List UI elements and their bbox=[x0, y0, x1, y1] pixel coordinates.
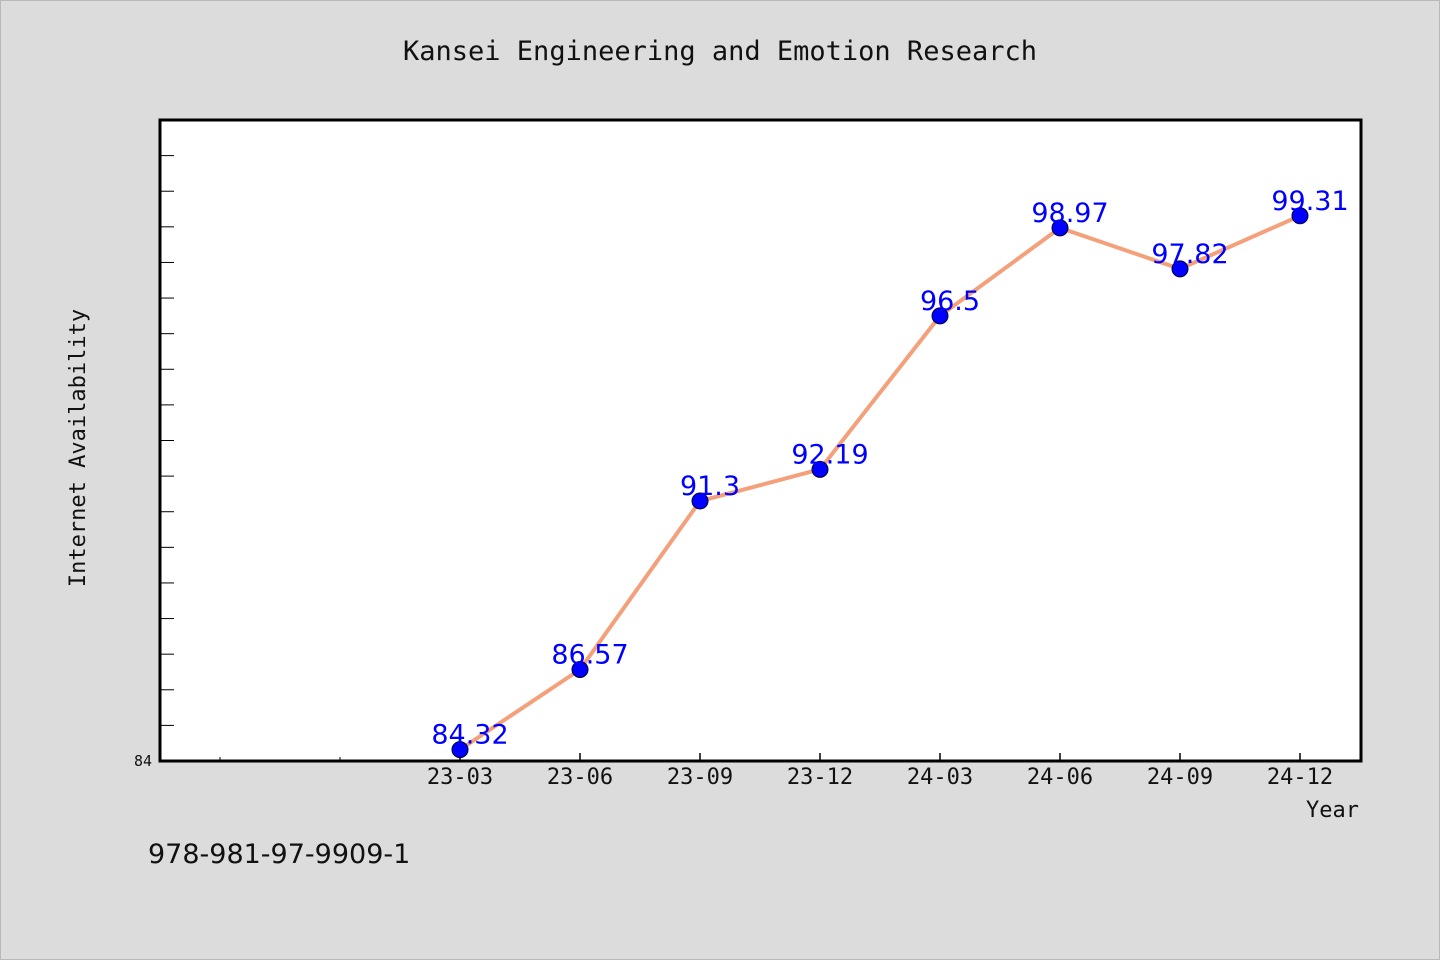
data-point bbox=[1291, 207, 1309, 225]
data-label: 84.32 bbox=[431, 720, 508, 751]
data-point bbox=[811, 460, 829, 478]
x-tick-label: 24-12 bbox=[1267, 765, 1333, 790]
series-line bbox=[458, 213, 1302, 752]
data-point bbox=[451, 741, 469, 759]
data-label: 91.3 bbox=[680, 471, 740, 502]
data-label: 92.19 bbox=[791, 439, 868, 470]
chart-title: Kansei Engineering and Emotion Research bbox=[403, 36, 1037, 67]
plot-area bbox=[158, 118, 1363, 763]
x-tick-label: 23-03 bbox=[427, 765, 493, 790]
y-tick-label: 84 bbox=[134, 752, 152, 770]
data-label: 86.57 bbox=[551, 639, 628, 670]
y-axis-label: Internet Availability bbox=[66, 309, 91, 587]
x-tick-label: 24-09 bbox=[1147, 765, 1213, 790]
data-point bbox=[1051, 219, 1069, 237]
data-point bbox=[691, 492, 709, 510]
data-label: 97.82 bbox=[1151, 239, 1228, 270]
x-axis-label: Year bbox=[1306, 798, 1359, 823]
data-point bbox=[571, 660, 589, 678]
data-label: 98.97 bbox=[1031, 198, 1108, 229]
x-tick-label: 23-06 bbox=[547, 765, 613, 790]
x-tick-label: 23-09 bbox=[667, 765, 733, 790]
x-tick-label: 24-06 bbox=[1027, 765, 1093, 790]
data-point bbox=[931, 307, 949, 325]
x-tick-label: 24-03 bbox=[907, 765, 973, 790]
data-label: 96.5 bbox=[920, 286, 980, 317]
x-tick-label: 23-12 bbox=[787, 765, 853, 790]
y-axis-ticks: 84 bbox=[134, 155, 174, 770]
series-layer: 84.32 86.57 91.3 92.19 96.5 98.97 97.82 99.31 bbox=[431, 186, 1349, 759]
data-point bbox=[1171, 260, 1189, 278]
data-label: 99.31 bbox=[1271, 186, 1348, 217]
footnote-text: 978-981-97-9909-1 bbox=[148, 839, 410, 870]
